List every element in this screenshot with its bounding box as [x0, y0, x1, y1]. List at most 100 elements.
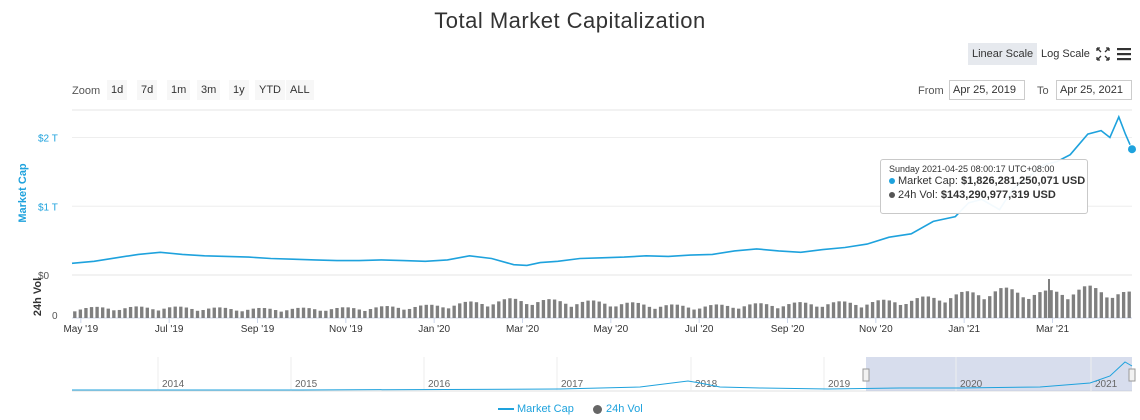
chart-title: Total Market Capitalization: [434, 8, 706, 33]
volume-bar: [145, 307, 149, 318]
volume-bar: [195, 310, 200, 318]
volume-bar: [313, 309, 317, 318]
volume-bar: [1071, 294, 1076, 318]
zoom-1d-button[interactable]: 1d: [107, 80, 128, 100]
volume-bar: [352, 308, 356, 318]
volume-bar: [402, 309, 406, 318]
volume-bar: [73, 311, 77, 318]
volume-bar: [1082, 286, 1087, 318]
volume-bar: [982, 299, 986, 318]
zoom-3m-button[interactable]: 3m: [197, 80, 221, 100]
legend-market-cap[interactable]: Market Cap: [498, 403, 574, 415]
market-cap-line-icon: [498, 408, 514, 411]
tooltip: Sunday 2021-04-25 08:00:17 UTC+08:00 Mar…: [880, 159, 1088, 214]
tooltip-date: Sunday 2021-04-25 08:00:17 UTC+08:00: [889, 164, 1055, 174]
volume-bar: [1027, 298, 1031, 318]
volume-bar: [340, 307, 345, 318]
volume-bar: [882, 299, 886, 318]
zoom-ytd-button[interactable]: YTD: [255, 80, 285, 100]
x-tick-label: Jan '21: [948, 324, 980, 335]
menu-icon[interactable]: [1117, 47, 1131, 61]
volume-bar: [781, 306, 785, 318]
volume-bar: [497, 301, 501, 318]
volume-bar: [932, 297, 936, 318]
x-tick-label: Jul '20: [685, 324, 714, 335]
volume-bar: [921, 296, 925, 318]
volume-bar: [915, 298, 919, 318]
log-scale-button[interactable]: Log Scale: [1041, 48, 1090, 60]
volume-bar: [424, 304, 428, 318]
volume-bar: [207, 308, 211, 318]
volume-axis-title: 24h Vol: [32, 278, 44, 316]
range-from-input[interactable]: [949, 80, 1025, 100]
tooltip-vol-label: 24h Vol:: [898, 189, 938, 201]
volume-bar: [753, 303, 758, 318]
volume-bar: [469, 301, 473, 318]
volume-bar: [848, 302, 852, 318]
volume-bar: [167, 307, 172, 318]
tooltip-market-cap-row: Market Cap: $1,826,281,250,071 USD: [889, 174, 1085, 188]
volume-bar: [407, 308, 412, 318]
volume-bar: [285, 310, 289, 318]
volume-bar: [112, 310, 116, 318]
volume-bar: [262, 308, 267, 318]
volume-bar: [776, 308, 780, 318]
volume-bar: [301, 307, 306, 318]
volume-bar: [1110, 297, 1115, 318]
legend-24h-vol[interactable]: 24h Vol: [593, 403, 643, 415]
volume-bar: [1105, 297, 1109, 318]
market-cap-dot-icon: [889, 178, 895, 185]
volume-bar: [636, 302, 640, 318]
volume-bar: [1094, 288, 1098, 318]
volume-bar: [508, 298, 512, 318]
volume-bar: [413, 306, 417, 318]
volume-bar: [1010, 289, 1014, 318]
volume-bar: [179, 306, 183, 318]
navigator-tick-label: 2014: [162, 379, 185, 390]
volume-bar: [391, 306, 395, 318]
volume-bar: [251, 308, 255, 318]
zoom-1y-button[interactable]: 1y: [229, 80, 249, 100]
market-cap-hover-point: [1127, 144, 1137, 155]
navigator-tick-label: 2015: [295, 379, 318, 390]
volume-bar: [837, 301, 841, 318]
fullscreen-icon[interactable]: [1096, 47, 1110, 61]
volume-bar: [480, 303, 484, 318]
volume-bar: [647, 306, 652, 318]
volume-bar: [279, 311, 283, 318]
volume-bar: [446, 308, 451, 318]
x-tick-label: Nov '20: [859, 324, 893, 335]
volume-bar: [273, 310, 278, 318]
vol-dot-icon: [889, 192, 895, 199]
volume-bar: [876, 300, 880, 318]
x-tick-label: Jul '19: [155, 324, 184, 335]
volume-bar: [257, 307, 261, 318]
volume-bar: [1049, 290, 1053, 318]
zoom-all-button[interactable]: ALL: [286, 80, 314, 100]
navigator-tick-label: 2021: [1095, 379, 1118, 390]
navigator-right-handle: [1128, 368, 1136, 382]
volume-bar: [335, 307, 339, 318]
volume-bar: [670, 304, 674, 318]
volume-bar: [1015, 292, 1020, 318]
volume-bar: [229, 309, 233, 318]
volume-bar: [474, 302, 479, 318]
volume-bar: [536, 302, 540, 318]
volume-bar: [993, 291, 997, 318]
range-from-label: From: [918, 85, 944, 97]
volume-bar: [681, 305, 685, 318]
x-tick-label: Sep '20: [771, 324, 805, 335]
volume-bar: [999, 288, 1003, 318]
linear-scale-button[interactable]: Linear Scale: [968, 43, 1038, 65]
range-to-input[interactable]: [1056, 80, 1132, 100]
volume-bar: [290, 308, 295, 318]
volume-bar: [815, 306, 819, 318]
zoom-7d-button[interactable]: 7d: [137, 80, 158, 100]
volume-bar: [379, 306, 384, 318]
volume-bar: [792, 302, 797, 318]
volume-bar: [240, 311, 244, 318]
volume-bar: [854, 304, 858, 318]
navigator-selection: [866, 357, 1132, 391]
zoom-1m-button[interactable]: 1m: [167, 80, 191, 100]
